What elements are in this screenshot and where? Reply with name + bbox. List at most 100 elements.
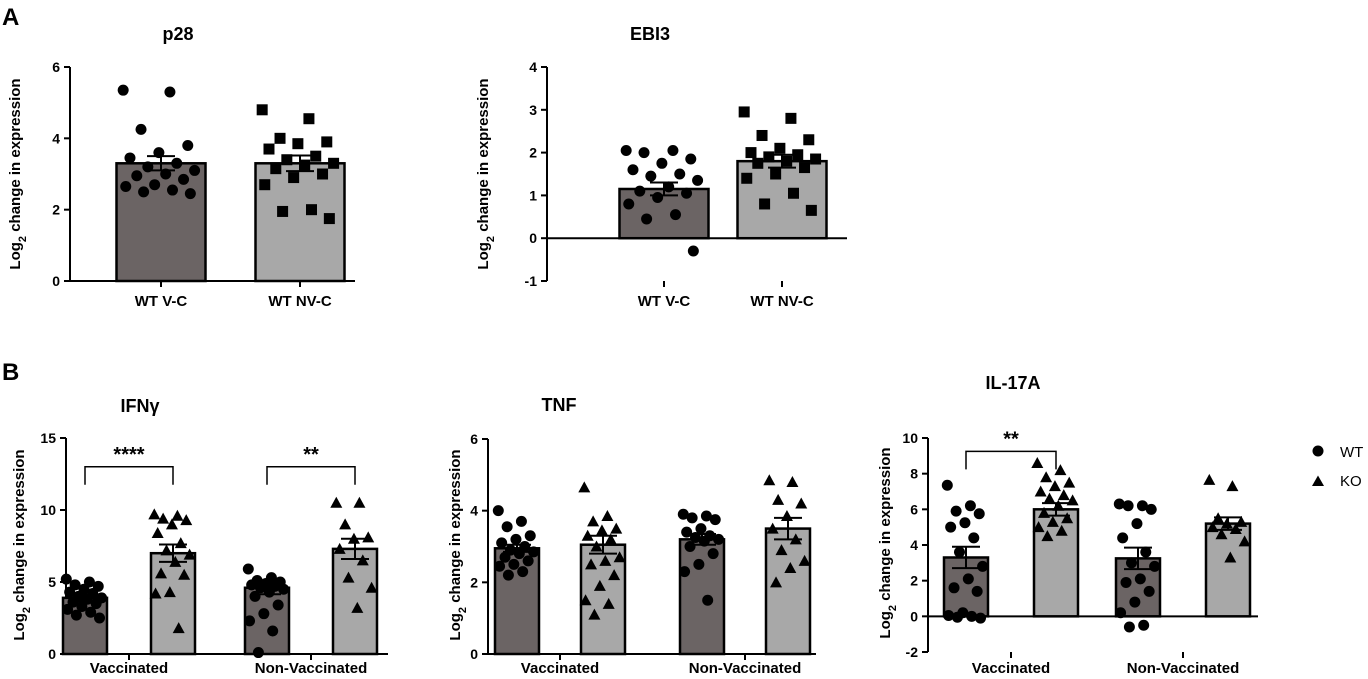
- data-point-wt: [244, 615, 256, 627]
- data-point-wt-v-c: [184, 188, 196, 200]
- data-point-ko: [1226, 480, 1239, 492]
- data-point-wt-nv-c: [256, 104, 268, 116]
- data-point-wt: [522, 555, 534, 567]
- data-point-wt: [693, 558, 705, 570]
- data-point-wt: [524, 530, 536, 542]
- data-point-wt-nv-c: [803, 134, 815, 146]
- data-point-wt-v-c: [124, 152, 136, 164]
- x-category-label: Non-Vaccinated: [689, 660, 802, 677]
- data-point-ko: [587, 515, 600, 527]
- y-axis-label: Log2 change in expression: [7, 78, 29, 269]
- bar-ko: [1032, 508, 1080, 618]
- x-category-label: Vaccinated: [90, 660, 168, 677]
- panel-label-a: A: [2, 4, 19, 31]
- data-point-ko: [165, 518, 178, 530]
- legend-wt-label: WT: [1340, 444, 1363, 461]
- data-point-ko: [588, 608, 601, 620]
- data-point-wt: [941, 479, 953, 491]
- data-point-wt: [508, 558, 520, 570]
- data-point-wt-nv-c: [323, 213, 335, 225]
- data-point-wt-v-c: [117, 84, 129, 96]
- data-point-wt: [1115, 607, 1127, 619]
- data-point-wt-nv-c: [741, 172, 753, 184]
- data-point-wt-v-c: [634, 185, 646, 197]
- chart-title: IL-17A: [985, 373, 1040, 393]
- data-point-wt: [1123, 621, 1135, 633]
- data-point-wt-nv-c: [292, 138, 304, 150]
- data-point-wt: [1138, 619, 1150, 631]
- y-tick-label: -1: [525, 273, 538, 289]
- data-point-ko: [780, 510, 793, 522]
- data-point-wt-nv-c: [759, 198, 771, 210]
- data-point-wt: [962, 573, 974, 585]
- significance-label: **: [303, 444, 319, 466]
- data-point-wt: [684, 541, 696, 552]
- data-point-wt-nv-c: [752, 157, 764, 169]
- data-point-wt-nv-c: [321, 136, 333, 148]
- data-point-ko: [595, 524, 608, 536]
- data-point-ko: [1063, 476, 1076, 488]
- y-tick-label: 2: [529, 145, 537, 161]
- data-point-wt-v-c: [166, 184, 178, 196]
- data-point-ko: [1031, 456, 1044, 468]
- data-point-ko: [604, 533, 617, 545]
- y-tick-label: 15: [40, 430, 56, 446]
- data-point-wt-nv-c: [763, 151, 775, 163]
- data-point-wt: [948, 582, 960, 594]
- panel-label-b: B: [2, 359, 19, 386]
- data-point-wt: [1129, 596, 1141, 608]
- data-point-wt-v-c: [149, 179, 161, 191]
- data-point-wt: [1125, 557, 1137, 569]
- y-axis-label: Log2 change in expression: [475, 78, 497, 269]
- data-point-wt-nv-c: [317, 168, 329, 180]
- chart-ifng: IFNγ Log2 change in expression 0 5 10 15 Vacci…: [11, 396, 388, 677]
- data-point-ko: [601, 510, 614, 522]
- data-point-wt: [502, 569, 514, 581]
- y-tick-label: 4: [52, 130, 60, 146]
- data-point-ko: [610, 522, 623, 534]
- data-point-wt: [510, 533, 522, 545]
- data-point-wt: [702, 594, 714, 606]
- data-point-ko: [1040, 471, 1053, 483]
- data-point-ko: [155, 567, 168, 579]
- data-point-wt: [258, 608, 270, 620]
- data-point-wt: [964, 500, 976, 512]
- x-category-label: WT V-C: [638, 293, 691, 310]
- x-category-label: Vaccinated: [521, 660, 599, 677]
- data-point-wt-v-c: [120, 180, 132, 192]
- x-category-label: WT NV-C: [268, 293, 331, 310]
- data-point-ko: [1203, 473, 1216, 485]
- data-point-wt: [252, 647, 264, 659]
- data-point-wt: [945, 521, 957, 533]
- data-point-ko: [1054, 464, 1067, 476]
- y-tick-label: 0: [48, 646, 56, 662]
- data-point-ko: [590, 540, 603, 552]
- data-point-wt: [515, 515, 527, 527]
- y-tick-label: 8: [910, 466, 918, 482]
- data-point-ko: [160, 544, 173, 556]
- data-point-wt-v-c: [645, 170, 657, 182]
- data-point-wt: [1143, 585, 1155, 597]
- data-point-wt-nv-c: [299, 159, 311, 171]
- data-point-wt: [953, 546, 965, 558]
- data-point-ko: [151, 527, 164, 539]
- data-point-ko: [772, 493, 785, 505]
- y-axis-label: Log2 change in expression: [877, 447, 899, 638]
- data-point-wt-v-c: [687, 245, 699, 257]
- data-point-ko: [581, 529, 594, 541]
- data-point-wt-nv-c: [274, 132, 286, 144]
- y-tick-label: 6: [910, 501, 918, 517]
- data-point-wt-v-c: [171, 157, 183, 169]
- data-point-wt: [700, 510, 712, 522]
- data-point-wt: [60, 573, 72, 585]
- data-point-ko: [775, 544, 788, 556]
- data-point-ko: [1048, 480, 1061, 492]
- data-point-ko: [608, 569, 621, 581]
- bar-ko: [764, 527, 812, 656]
- data-point-wt: [254, 582, 266, 594]
- y-tick-label: 6: [470, 431, 478, 447]
- data-point-ko: [353, 496, 366, 508]
- y-tick-label: 10: [40, 502, 56, 518]
- chart-title: IFNγ: [120, 396, 159, 416]
- data-point-wt-nv-c: [281, 154, 293, 166]
